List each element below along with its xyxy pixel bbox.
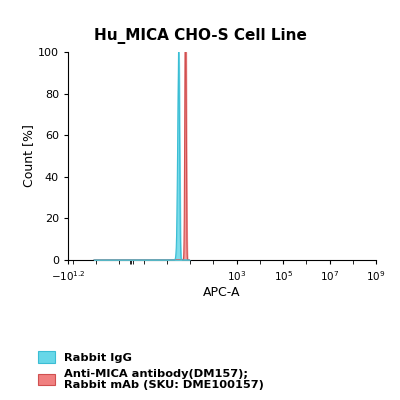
Text: Hu_MICA CHO-S Cell Line: Hu_MICA CHO-S Cell Line — [94, 28, 306, 44]
Legend: Rabbit IgG, Anti-MICA antibody(DM157);
Rabbit mAb (SKU: DME100157): Rabbit IgG, Anti-MICA antibody(DM157); R… — [38, 351, 264, 390]
Y-axis label: Count [%]: Count [%] — [22, 124, 35, 188]
X-axis label: APC-A: APC-A — [203, 286, 241, 299]
